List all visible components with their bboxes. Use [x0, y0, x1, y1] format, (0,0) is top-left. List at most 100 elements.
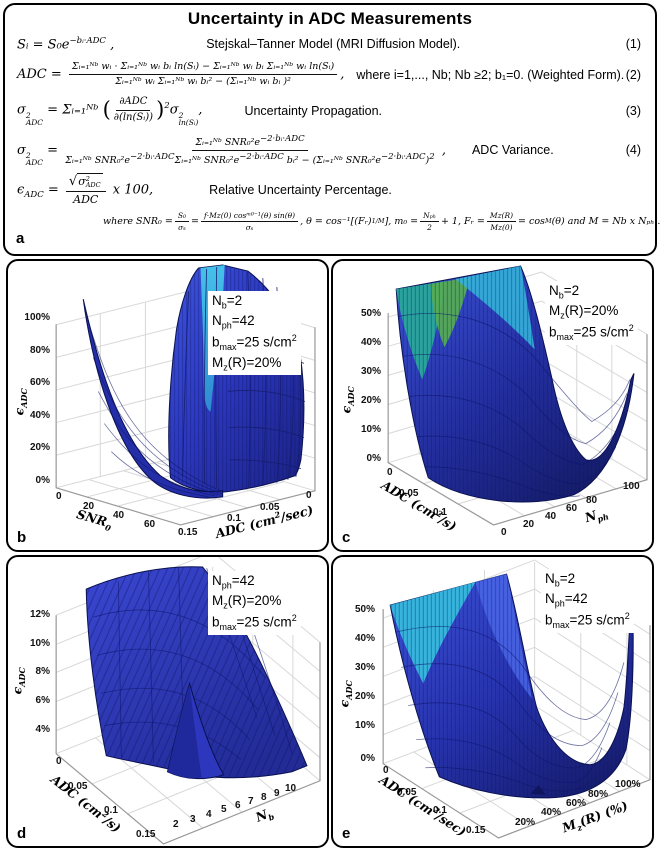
eq4-numerator: Σᵢ₌₁ᴺᵇ SNR₀²e−2·bᵢ·ADC [192, 133, 308, 151]
eq4-snr: SNR₀²e [221, 136, 261, 148]
ann-text: N [545, 591, 555, 607]
z-tick: 100% [24, 312, 50, 323]
panel-letter-a: a [16, 230, 25, 247]
y-tick: 0.15 [178, 527, 198, 538]
ann-text: =25 s/cm [573, 324, 629, 340]
eq3-sigma2-sup: 2 [178, 110, 184, 120]
ann-sub: max [552, 619, 570, 630]
axis-lines [55, 324, 316, 526]
ann-text: b [549, 324, 557, 340]
eq5-rad-scripts: 2 ADC [85, 174, 101, 188]
equation-5: ϵADC = √ σ 2 ADC ADC x 100, Relative Uncerta… [15, 172, 645, 207]
eq4-snr: SNR₀²e [91, 155, 130, 167]
eq4-denominator: Σᵢ₌₁ᴺᵇ SNR₀²e−2·bᵢ·ADCΣᵢ₌₁ᴺᵇ SNR₀²e−2·bᵢ… [65, 151, 434, 167]
surface-mesh-d [85, 566, 308, 780]
y-tick: 100% [615, 779, 641, 790]
y-tick: 40% [541, 807, 562, 818]
plot-annotation: Nb=2 Nph=42 bmax=25 s/cm2 [541, 569, 634, 633]
x-tick: 60 [144, 519, 156, 530]
axis-lines [55, 615, 321, 845]
panel-letter-b: b [17, 529, 27, 546]
eq3-sigma2: σ [169, 102, 179, 118]
z-tick: 50% [360, 308, 381, 319]
eq3-close-paren: ) [156, 97, 165, 122]
ann-text: b [212, 614, 220, 630]
eq2-description: where i=1,..., Nb; Nb ≥2; b₁=0. (Weighte… [356, 67, 625, 82]
where-f2n: f·Mz(0) cosᵐ⁰⁻¹(θ) sin(θ) [200, 211, 299, 222]
eq4-snr: SNR₀²e [200, 155, 240, 167]
z-tick: 0% [366, 453, 381, 464]
ann-text: =2 [559, 571, 576, 586]
ann-text: =25 s/cm [569, 612, 625, 628]
ann-sub: z [223, 601, 228, 612]
eq4-exp: −2·bᵢ·ADC [260, 133, 305, 144]
eq3-sigma-sup: 2 [25, 110, 31, 120]
eq5-equals: = [43, 182, 63, 198]
eq1-math: Sᵢ = S₀e−bᵢ·ADC , [17, 36, 114, 52]
eq3-sum: = Σᵢ₌₁ᴺᵇ [43, 102, 103, 118]
ann-text: M [212, 354, 224, 370]
where-text: + 1, Fᵣ = [440, 215, 485, 227]
where-frac2: f·Mz(0) cosᵐ⁰⁻¹(θ) sin(θ) σₛ [200, 211, 299, 232]
z-label-sym: ϵ [336, 699, 352, 708]
plot-annotation: Nb=2 Mz(R)=20% bmax=25 s/cm2 [545, 281, 638, 345]
eq4-sum: Σᵢ₌₁ᴺᵇ [65, 155, 92, 167]
x-tick: 0.15 [466, 825, 486, 836]
eq4-exp: −2·bᵢ·ADC [239, 151, 284, 162]
where-f3n: Nₚₕ [420, 211, 439, 222]
y-tick: 5 [221, 804, 227, 815]
eq5-rad-sup: 2 [85, 174, 90, 183]
eq2-tail: , [340, 67, 345, 83]
z-axis-label: ϵADC [338, 370, 356, 430]
y-tick: 2 [173, 819, 179, 830]
z-axis-label: ϵADC [9, 651, 27, 711]
eq5-rad-sigma: σ [78, 174, 86, 188]
z-tick: 60% [29, 377, 50, 388]
annotation-line: Mz(R)=20% [212, 592, 297, 612]
z-label-sub: ADC [18, 388, 29, 408]
surface-plot-epsilon-vs-adc-nb [55, 557, 321, 845]
y-tick: 3 [190, 814, 196, 825]
ann-text: =42 [564, 591, 588, 607]
z-label-sym: ϵ [9, 686, 25, 695]
eq4-number: (4) [625, 143, 641, 158]
figure-title: Uncertainty in ADC Measurements [187, 9, 473, 28]
equation-2: ADC = Σᵢ₌₁ᴺᵇ wᵢ · Σᵢ₌₁ᴺᵇ wᵢ bᵢ ln(Sᵢ) − … [15, 61, 645, 88]
eq3-number: (3) [625, 103, 641, 118]
equation-1: Sᵢ = S₀e−bᵢ·ADC , Stejskal–Tanner Model … [15, 36, 645, 52]
where-exp-1M: 1∕M [371, 217, 385, 226]
where-f1n: S₀ [174, 211, 189, 222]
ann-sub: ph [221, 580, 232, 591]
z-tick: 50% [354, 604, 375, 615]
ann-text: =2 [226, 293, 243, 308]
x-tick: 0 [56, 491, 62, 502]
plot-panel-c: 50% 40% 30% 20% 10% 0% 0 0.05 0.1 0 20 4… [331, 259, 654, 552]
annotation-line: Mz(R)=20% [549, 302, 634, 322]
eq4-exp: −2·bᵢ·ADC [381, 151, 426, 162]
eq1-lhs: Sᵢ = S₀e [17, 37, 70, 53]
plot-panel-e: 50% 40% 30% 20% 10% 0% 0 0.05 0.1 0.15 2… [331, 555, 654, 848]
eq5-radicand: σ 2 ADC [77, 172, 103, 189]
z-tick: 20% [360, 395, 381, 406]
where-f4n: Mz(R) [486, 211, 517, 222]
eq4-sum: Σᵢ₌₁ᴺᵇ [195, 136, 222, 148]
ann-text: (R)=20% [227, 593, 282, 609]
eq4-exp: −2·bᵢ·ADC [129, 151, 175, 162]
eq2-denominator: Σᵢ₌₁ᴺᵇ wᵢ Σᵢ₌₁ᴺᵇ wᵢ bᵢ² − (Σᵢ₌₁ᴺᵇ wᵢ bᵢ … [115, 76, 291, 88]
z-tick: 10% [360, 424, 381, 435]
panel-letter-e: e [342, 825, 351, 842]
eq4-snr: SNR₀²e [342, 155, 381, 167]
eq5-math: ϵADC = √ σ 2 ADC ADC x 100, [17, 172, 153, 207]
z-tick: 30% [354, 662, 375, 673]
eq5-fraction: √ σ 2 ADC ADC [65, 172, 106, 207]
annotation-line: Nb=2 [545, 570, 630, 590]
where-text: (θ) and M = Nb x Nₚₕ . [551, 215, 660, 227]
z-tick: 20% [29, 442, 50, 453]
eq1-description: Stejskal–Tanner Model (MRI Diffusion Mod… [206, 37, 461, 52]
equations-panel: Uncertainty in ADC Measurements Sᵢ = S₀e… [3, 3, 660, 256]
eq3-tail: , [198, 102, 203, 118]
where-text: , θ = cos⁻¹[(Fᵣ) [300, 215, 372, 227]
eq4-tail: , [437, 142, 446, 158]
ann-sub: max [219, 621, 237, 632]
x-tick: 0 [56, 756, 62, 767]
